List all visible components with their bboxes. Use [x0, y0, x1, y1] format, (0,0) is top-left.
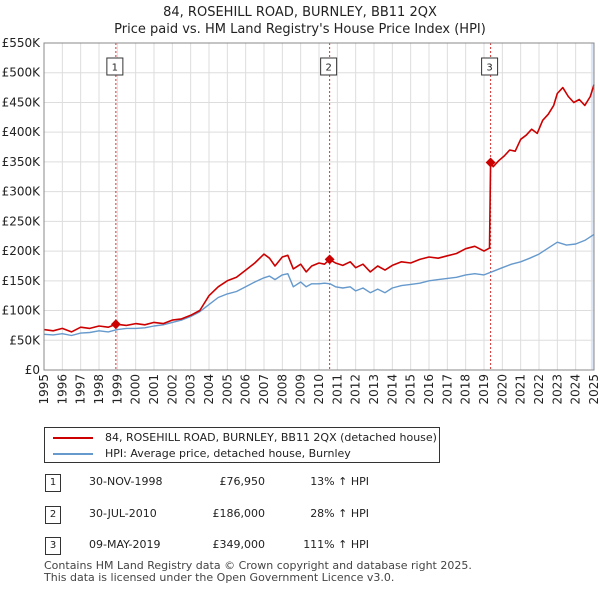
sale-price: £76,950 [219, 475, 266, 488]
legend: 84, ROSEHILL ROAD, BURNLEY, BB11 2QX (de… [44, 427, 440, 463]
legend-label-hpi: HPI: Average price, detached house, Burn… [105, 447, 351, 460]
x-tick-label: 2018 [459, 374, 473, 405]
sale-date: 30-JUL-2010 [89, 507, 157, 520]
x-tick-label: 1997 [74, 374, 88, 405]
shaded-region [590, 43, 594, 370]
sale-date: 30-NOV-1998 [89, 475, 163, 488]
sale-number-label: 3 [486, 63, 492, 74]
x-tick-label: 2014 [385, 374, 399, 405]
sale-price: £349,000 [212, 538, 266, 551]
sale-price: £186,000 [212, 507, 266, 520]
x-tick-label: 2011 [330, 374, 344, 405]
x-tick-label: 2024 [569, 374, 583, 405]
x-tick-label: 2009 [294, 374, 308, 405]
legend-item-hpi: HPI: Average price, detached house, Burn… [53, 446, 351, 461]
y-tick-label: £50K [9, 333, 41, 347]
y-tick-label: £450K [2, 95, 42, 109]
x-tick-label: 1995 [37, 374, 51, 405]
sale-hpi-change: 28% ↑ HPI [310, 507, 369, 520]
x-tick-label: 2012 [349, 374, 363, 405]
x-tick-label: 2002 [165, 374, 179, 405]
legend-item-property: 84, ROSEHILL ROAD, BURNLEY, BB11 2QX (de… [53, 430, 437, 445]
y-tick-label: £200K [2, 244, 42, 258]
x-tick-label: 2006 [239, 374, 253, 405]
table-row: 1 30-NOV-1998 £76,950 13% ↑ HPI [44, 472, 564, 492]
x-tick-label: 1998 [92, 374, 106, 405]
y-tick-label: £500K [2, 66, 42, 80]
x-tick-label: 2001 [147, 374, 161, 405]
sale-number-box [106, 57, 124, 76]
chart-title: 84, ROSEHILL ROAD, BURNLEY, BB11 2QX Pri… [0, 4, 600, 38]
y-tick-label: £250K [2, 214, 42, 228]
y-tick-label: £150K [2, 274, 42, 288]
x-tick-label: 2000 [129, 374, 143, 405]
legend-label-property: 84, ROSEHILL ROAD, BURNLEY, BB11 2QX (de… [105, 431, 437, 444]
x-tick-label: 1999 [110, 374, 124, 405]
x-tick-label: 2021 [514, 374, 528, 405]
sale-point [485, 157, 496, 168]
x-tick-label: 2010 [312, 374, 326, 405]
x-tick-label: 2004 [202, 374, 216, 405]
x-tick-label: 1996 [55, 374, 69, 405]
y-tick-label: £0 [25, 363, 40, 377]
chart-area: 1 2 3 £0 £50K £100K £150K £200K £250K £300K £350K £… [2, 36, 600, 405]
y-tick-label: £400K [2, 125, 42, 139]
sale-hpi-change: 111% ↑ HPI [303, 538, 369, 551]
x-tick-label: 2016 [422, 374, 436, 405]
series-line-property [43, 84, 595, 333]
plot-frame [43, 42, 595, 371]
footer-line-2: This data is licensed under the Open Gov… [44, 571, 395, 584]
footer-attribution: Contains HM Land Registry data © Crown c… [44, 560, 472, 584]
x-tick-label: 2007 [257, 374, 271, 405]
x-tick-label: 2005 [220, 374, 234, 405]
sale-number-badge: 2 [45, 506, 61, 524]
sale-number-badge: 1 [45, 474, 61, 492]
sale-date: 09-MAY-2019 [89, 538, 161, 551]
x-tick-label: 2019 [477, 374, 491, 405]
sale-number-label: 1 [112, 63, 118, 74]
y-tick-label: £550K [2, 36, 42, 50]
title-line-2: Price paid vs. HM Land Registry's House … [114, 22, 486, 37]
y-tick-label: £350K [2, 155, 42, 169]
x-tick-label: 2022 [532, 374, 546, 405]
x-tick-label: 2003 [184, 374, 198, 405]
sale-number-box [320, 57, 338, 76]
sale-number-box [481, 57, 499, 76]
legend-swatch-hpi [53, 452, 93, 455]
legend-swatch-property [53, 436, 93, 439]
x-tick-label: 2017 [440, 374, 454, 405]
table-row: 2 30-JUL-2010 £186,000 28% ↑ HPI [44, 504, 564, 524]
footer-line-1: Contains HM Land Registry data © Crown c… [44, 559, 472, 572]
series-line-hpi [43, 233, 595, 337]
y-tick-label: £100K [2, 304, 42, 318]
x-tick-label: 2013 [367, 374, 381, 405]
sale-hpi-change: 13% ↑ HPI [310, 475, 369, 488]
sale-number-label: 2 [325, 63, 331, 74]
y-tick-label: £300K [2, 185, 42, 199]
x-tick-label: 2008 [275, 374, 289, 405]
x-tick-label: 2023 [550, 374, 564, 405]
x-tick-label: 2015 [404, 374, 418, 405]
x-tick-label: 2020 [495, 374, 509, 405]
title-line-1: 84, ROSEHILL ROAD, BURNLEY, BB11 2QX [163, 5, 437, 20]
sale-number-badge: 3 [45, 537, 61, 555]
x-tick-label: 2025 [587, 374, 600, 405]
table-row: 3 09-MAY-2019 £349,000 111% ↑ HPI [44, 535, 564, 555]
